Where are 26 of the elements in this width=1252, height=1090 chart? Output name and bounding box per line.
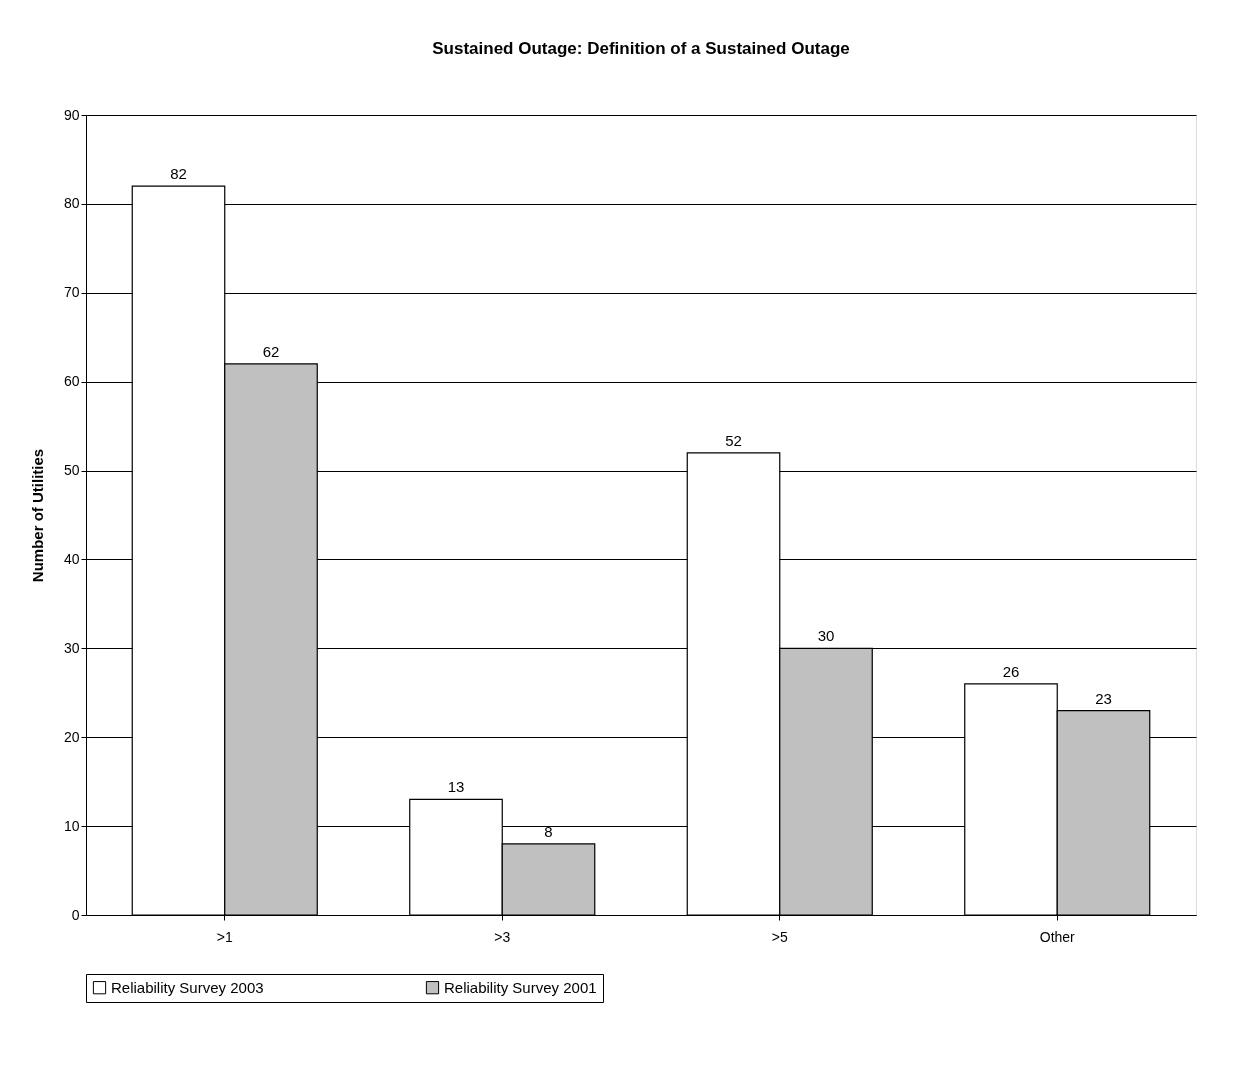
data-label: 13	[447, 778, 465, 796]
chart-title: Sustained Outage: Definition of a Sustained Outage	[432, 39, 850, 58]
y-tick-label: 20	[63, 728, 80, 745]
data-label: 26	[1002, 662, 1020, 680]
y-tick-label: 10	[63, 817, 80, 834]
y-tick-label: 30	[63, 639, 80, 656]
y-tick-label: 70	[63, 284, 80, 301]
data-label: 82	[170, 165, 187, 183]
legend-label: Reliability Survey 2003	[111, 978, 264, 996]
x-tick-label: >3	[494, 928, 511, 945]
y-tick-label: 0	[71, 906, 80, 923]
y-tick-label: 90	[63, 106, 80, 123]
x-tick-label: Other	[1039, 928, 1076, 945]
x-tick-label: >5	[771, 928, 788, 945]
y-tick-label: 80	[63, 195, 80, 212]
data-label: 8	[544, 822, 553, 840]
data-label: 30	[817, 627, 835, 645]
data-label: 62	[262, 342, 280, 360]
y-tick-label: 60	[63, 373, 80, 390]
y-tick-label: 50	[63, 462, 80, 479]
y-tick-label: 40	[63, 550, 80, 567]
x-tick-label: >1	[216, 928, 233, 945]
y-axis-title: Number of Utilities	[28, 448, 46, 583]
legend-label: Reliability Survey 2001	[444, 978, 597, 996]
data-label: 52	[725, 431, 742, 449]
data-label: 23	[1095, 689, 1112, 707]
